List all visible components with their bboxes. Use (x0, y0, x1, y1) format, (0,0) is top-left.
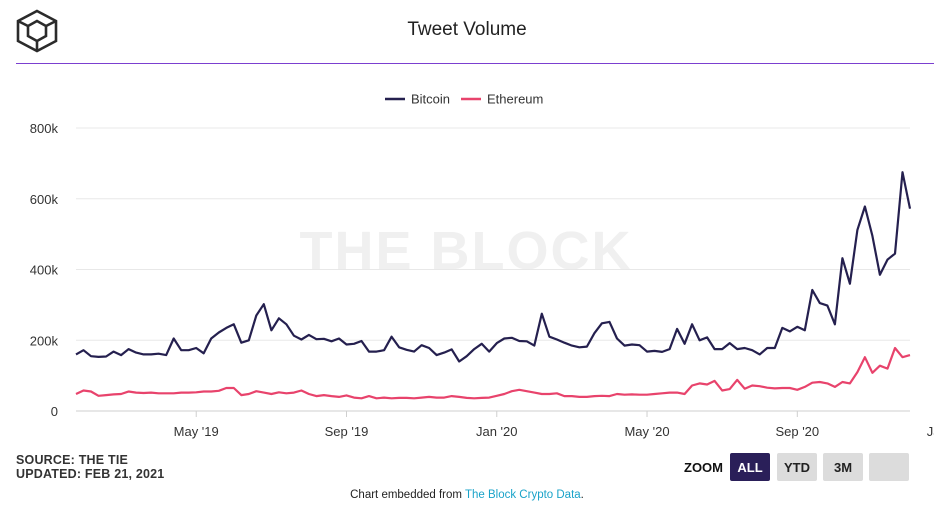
source-text: SOURCE: THE TIE (16, 453, 129, 467)
y-tick-label: 0 (51, 404, 58, 419)
footer-info: SOURCE: THE TIE UPDATED: FEB 21, 2021 (16, 453, 164, 481)
y-tick-label: 400k (30, 263, 59, 278)
page-title: Tweet Volume (407, 19, 527, 40)
header: Tweet Volume (0, 0, 934, 64)
zoom-label: ZOOM (684, 460, 723, 475)
x-tick-label: Sep '19 (325, 424, 369, 439)
zoom-custom-button[interactable] (869, 453, 909, 481)
ethereum-legend-label[interactable]: Ethereum (487, 92, 543, 107)
y-tick-label: 200k (30, 333, 59, 348)
embed-credit: Chart embedded from The Block Crypto Dat… (0, 489, 934, 501)
y-tick-label: 600k (30, 192, 59, 207)
x-tick-label: Jan '21 (927, 424, 934, 439)
x-tick-label: Sep '20 (775, 424, 819, 439)
header-divider (16, 63, 934, 64)
embed-prefix: Chart embedded from (350, 489, 465, 501)
bitcoin-legend-label[interactable]: Bitcoin (411, 92, 450, 107)
x-tick-label: May '20 (624, 424, 669, 439)
bitcoin-series-line[interactable] (75, 171, 912, 363)
x-tick-label: Jan '20 (476, 424, 518, 439)
updated-text: UPDATED: FEB 21, 2021 (16, 467, 165, 481)
embed-suffix: . (580, 489, 584, 501)
y-tick-label: 800k (30, 121, 59, 136)
x-tick-label: May '19 (174, 424, 219, 439)
zoom-3m-button[interactable]: 3M (823, 453, 863, 481)
zoom-ytd-button[interactable]: YTD (777, 453, 817, 481)
watermark-text: THE BLOCK (300, 221, 633, 281)
embed-link[interactable]: The Block Crypto Data (464, 489, 581, 501)
tweet-volume-chart: THE BLOCK 0 200k 400k 600k 800k May '19 Sep '… (30, 92, 934, 440)
zoom-all-button[interactable]: ALL (730, 453, 770, 481)
ethereum-series-line[interactable] (75, 346, 911, 400)
the-block-cube-icon[interactable] (14, 8, 60, 54)
